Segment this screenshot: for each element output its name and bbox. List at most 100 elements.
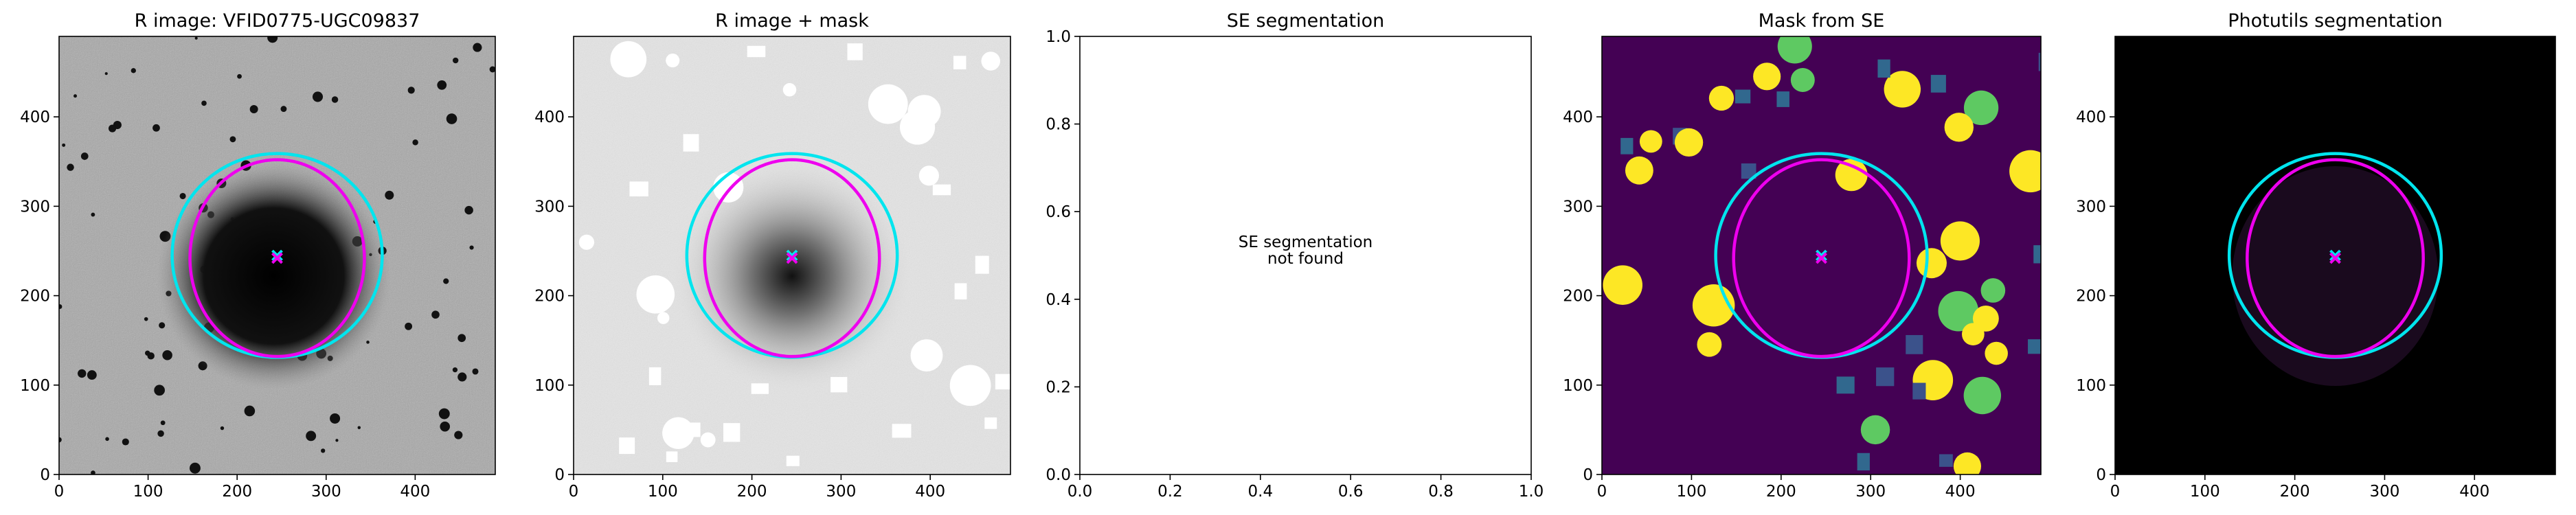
- y-tick-label: 400: [1563, 108, 1593, 126]
- mask-box: [684, 422, 701, 437]
- mask-box: [648, 367, 662, 385]
- mask-box: [629, 181, 648, 197]
- panel: Mask from SE 0 100 200 300 400 0 100 200 300 400: [1563, 10, 2042, 501]
- mask-box: [1741, 163, 1756, 179]
- star: [201, 100, 207, 106]
- mask-box: [666, 451, 678, 463]
- mask-box: [2038, 52, 2041, 71]
- mask-box: [1876, 367, 1895, 387]
- star: [152, 124, 160, 132]
- star: [91, 212, 95, 217]
- y-tick-label: 0.8: [1046, 116, 1071, 134]
- segment: [2232, 166, 2439, 386]
- y-tick-label: 200: [534, 288, 565, 306]
- mask-blob: [1985, 341, 2008, 365]
- mask-box: [1877, 59, 1890, 78]
- star: [335, 439, 339, 442]
- mask-box: [1912, 382, 1926, 400]
- y-tick-label: 200: [1563, 288, 1593, 306]
- star: [74, 94, 77, 98]
- mask-box: [1857, 453, 1870, 471]
- mask-blob: [1916, 248, 1947, 279]
- x-tick-label: 300: [1855, 483, 1886, 501]
- star: [162, 350, 172, 360]
- y-tick-label: 0.0: [1046, 466, 1071, 484]
- star: [159, 322, 166, 329]
- y-tick-label: 400: [20, 108, 50, 126]
- star: [145, 350, 150, 356]
- star: [306, 431, 317, 442]
- y-tick-label: 100: [534, 377, 565, 395]
- star: [131, 68, 136, 73]
- mask-blob: [782, 83, 797, 97]
- mask-box: [786, 455, 800, 466]
- axes-bg: [1080, 36, 1531, 474]
- mask-blob: [578, 234, 595, 250]
- x-tick-label: 400: [2459, 483, 2489, 501]
- annotation-line: SE segmentation: [1239, 233, 1372, 251]
- star: [385, 190, 394, 200]
- y-tick-label: 0: [40, 466, 50, 484]
- mask-blob: [1961, 323, 1985, 346]
- mask-blob: [1753, 62, 1781, 91]
- star: [472, 368, 479, 375]
- star: [438, 408, 450, 420]
- x-tick-label: 100: [648, 483, 678, 501]
- mask-blob: [1860, 415, 1890, 445]
- mask-box: [984, 417, 997, 429]
- mask-box: [953, 56, 967, 69]
- panel-title: R image: VFID0775-UGC09837: [135, 10, 420, 32]
- mask-blob: [1697, 332, 1722, 357]
- star: [179, 192, 186, 200]
- mask-blob: [610, 41, 647, 78]
- x-tick-label: 300: [311, 483, 341, 501]
- star: [453, 57, 459, 64]
- mask-blob: [2009, 150, 2041, 193]
- star: [62, 143, 66, 147]
- y-tick-label: 400: [2076, 108, 2106, 126]
- mask-box: [1620, 137, 1634, 154]
- star: [412, 139, 418, 146]
- x-tick-label: 400: [1945, 483, 1976, 501]
- panel: R image + mask 0 100 200 300 400 0 100 200 300 400: [534, 10, 1011, 501]
- mask-blob: [700, 432, 716, 448]
- x-tick-label: 200: [737, 483, 767, 501]
- star: [160, 420, 166, 426]
- star: [454, 431, 463, 439]
- star: [469, 245, 474, 250]
- x-tick-label: 0.4: [1248, 483, 1274, 501]
- mask-box: [751, 383, 769, 394]
- star: [229, 136, 236, 143]
- star: [108, 124, 117, 133]
- mask-blob: [636, 275, 675, 314]
- mask-blob: [907, 95, 941, 128]
- center-marker: [271, 252, 283, 264]
- y-tick-label: 0: [2096, 466, 2106, 484]
- annotation-line: not found: [1267, 250, 1344, 268]
- center-marker: [271, 249, 283, 262]
- x-tick-label: 300: [2369, 483, 2399, 501]
- star: [407, 87, 415, 94]
- mask-blob: [1790, 68, 1815, 92]
- y-tick-label: 0.4: [1046, 291, 1071, 309]
- mask-box: [954, 283, 967, 300]
- x-tick-label: 0: [569, 483, 579, 501]
- star: [280, 106, 287, 113]
- star: [244, 405, 256, 417]
- y-tick-label: 0.2: [1046, 378, 1071, 396]
- image: [2115, 36, 2555, 474]
- y-tick-label: 300: [2076, 198, 2106, 216]
- axes-frame: [573, 36, 1011, 475]
- mask-box: [932, 184, 951, 196]
- x-tick-label: 0.2: [1157, 483, 1183, 501]
- star: [321, 448, 326, 453]
- mask-blob: [981, 52, 1001, 71]
- x-tick-label: 100: [1676, 483, 1706, 501]
- image: [1080, 36, 1531, 474]
- star: [489, 66, 495, 73]
- star: [157, 430, 164, 437]
- center-marker: [2329, 249, 2341, 262]
- star: [331, 96, 339, 103]
- mask-box: [1930, 75, 1946, 93]
